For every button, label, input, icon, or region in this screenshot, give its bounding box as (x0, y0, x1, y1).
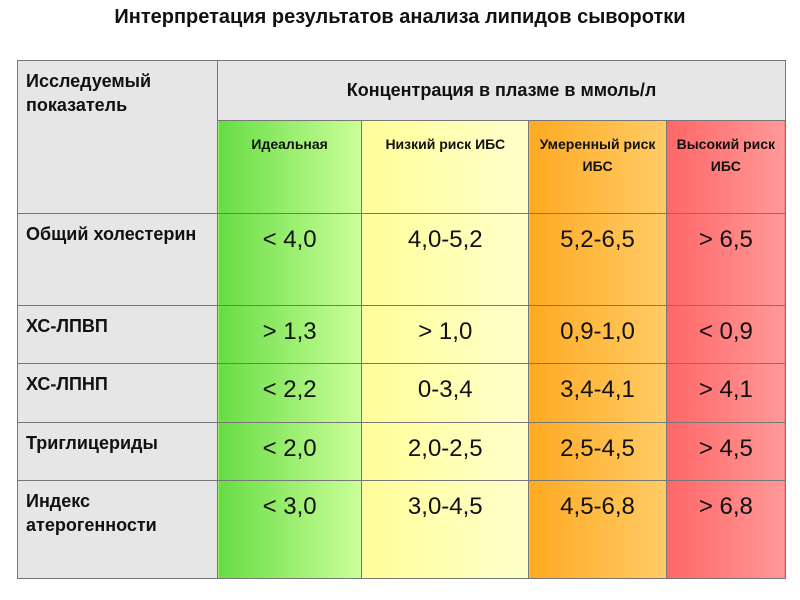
level-header: Умеренный риск ИБС (528, 120, 667, 214)
table-row: ХС-ЛПНП < 2,2 0-3,4 3,4-4,1 > 4,1 (16, 363, 787, 423)
cell-value: > 1,0 (361, 305, 530, 364)
header-first: Исследуемый показатель (16, 60, 219, 214)
cell-value: 3,0-4,5 (361, 480, 530, 579)
cell-value: > 6,8 (665, 480, 787, 579)
level-header: Высокий риск ИБС (665, 120, 787, 214)
cell-value: 0-3,4 (361, 363, 530, 423)
cell-value: 2,0-2,5 (361, 422, 530, 481)
cell-value: 3,4-4,1 (528, 363, 667, 423)
cell-value: 4,0-5,2 (361, 213, 530, 306)
cell-value: < 2,0 (217, 422, 363, 481)
page-title: Интерпретация результатов анализа липидо… (114, 6, 686, 28)
cell-value: 0,9-1,0 (528, 305, 667, 364)
cell-value: < 4,0 (217, 213, 363, 306)
lipid-table: Исследуемый показатель Концентрация в пл… (16, 60, 787, 579)
table-row: Триглицериды < 2,0 2,0-2,5 2,5-4,5 > 4,5 (16, 422, 787, 481)
cell-value: > 1,3 (217, 305, 363, 364)
level-header: Идеальная (217, 120, 363, 214)
cell-value: < 2,2 (217, 363, 363, 423)
header-group: Концентрация в плазме в ммоль/л (217, 60, 786, 121)
table-row: Индекс атерогенности < 3,0 3,0-4,5 4,5-6,8 >… (16, 480, 787, 579)
cell-value: < 0,9 (665, 305, 787, 364)
cell-value: 5,2-6,5 (528, 213, 667, 306)
row-label: ХС-ЛПНП (16, 363, 219, 423)
row-label: Общий холестерин (16, 213, 219, 306)
cell-value: > 6,5 (665, 213, 787, 306)
cell-value: 4,5-6,8 (528, 480, 667, 579)
cell-value: > 4,5 (665, 422, 787, 481)
table-row: ХС-ЛПВП > 1,3 > 1,0 0,9-1,0 < 0,9 (16, 305, 787, 364)
table-row: Общий холестерин < 4,0 4,0-5,2 5,2-6,5 > 6,5 (16, 213, 787, 306)
row-label: Триглицериды (16, 422, 219, 481)
row-label: ХС-ЛПВП (16, 305, 219, 364)
level-header: Низкий риск ИБС (361, 120, 530, 214)
cell-value: > 4,1 (665, 363, 787, 423)
row-label: Индекс атерогенности (16, 480, 219, 579)
cell-value: < 3,0 (217, 480, 363, 579)
cell-value: 2,5-4,5 (528, 422, 667, 481)
